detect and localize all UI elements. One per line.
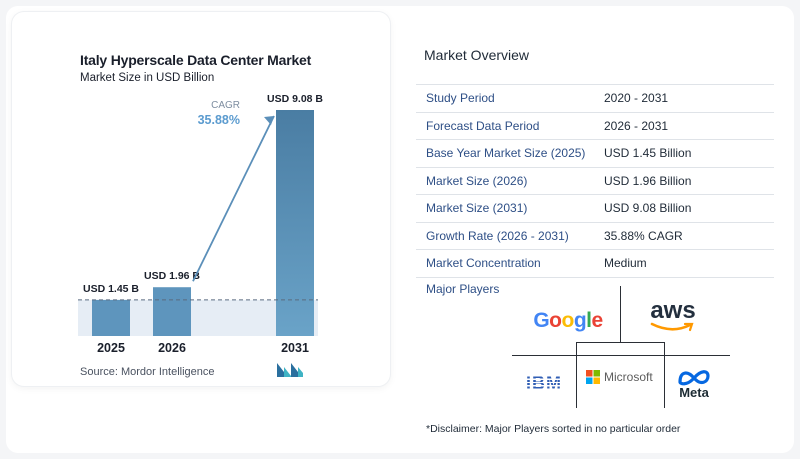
data-label: USD 1.96 B xyxy=(144,270,200,282)
overview-label: Base Year Market Size (2025) xyxy=(426,146,586,161)
bar-chart: USD 1.45 B USD 1.96 B USD 9.08 B 2025 2026 20… xyxy=(78,93,323,355)
overview-value: 35.88% CAGR xyxy=(604,228,683,243)
overview-label: Forecast Data Period xyxy=(426,118,540,133)
overview-label: Study Period xyxy=(426,91,495,106)
players-divider xyxy=(576,342,664,343)
overview-row: Market Size (2026) USD 1.96 Billion xyxy=(416,168,774,195)
ibm-logo: IBM xyxy=(512,371,576,395)
overview-row: Study Period 2020 - 2031 xyxy=(416,84,774,113)
disclaimer: *Disclaimer: Major Players sorted in no … xyxy=(426,423,681,435)
data-label: USD 1.45 B xyxy=(83,283,139,295)
players-divider xyxy=(620,286,621,342)
overview-row: Growth Rate (2026 - 2031) 35.88% CAGR xyxy=(416,223,774,250)
players-divider xyxy=(512,355,730,356)
overview-value: USD 1.96 Billion xyxy=(604,173,692,188)
overview-value: 2020 - 2031 xyxy=(604,91,669,106)
google-logo: Google xyxy=(520,306,616,336)
cagr-value: 35.88% xyxy=(198,113,240,127)
overview-value: USD 1.45 Billion xyxy=(604,146,692,161)
cagr-arrow-line xyxy=(192,115,275,282)
overview-title: Market Overview xyxy=(424,47,530,63)
data-label: USD 9.08 B xyxy=(267,93,323,105)
cagr-label: CAGR xyxy=(211,100,240,111)
category-label: 2025 xyxy=(97,341,125,355)
ibm-logo-text: IBM xyxy=(526,372,562,393)
overview-value: Medium xyxy=(604,256,647,271)
cagr-arrow-head xyxy=(264,116,274,125)
source-note: Source: Mordor Intelligence xyxy=(80,366,215,378)
overview-row: Forecast Data Period 2026 - 2031 xyxy=(416,113,774,140)
overview-row: Market Size (2031) USD 9.08 Billion xyxy=(416,195,774,223)
mordor-intelligence-logo-icon xyxy=(277,363,303,377)
bar-2031 xyxy=(276,110,314,336)
microsoft-windows-icon xyxy=(586,370,600,384)
meta-infinity-icon xyxy=(678,370,710,386)
overview-value: USD 9.08 Billion xyxy=(604,201,692,216)
players-divider xyxy=(664,342,665,408)
category-label: 2026 xyxy=(158,341,186,355)
meta-logo: Meta xyxy=(668,364,720,404)
microsoft-logo-text: Microsoft xyxy=(604,370,653,384)
major-players-title: Major Players xyxy=(426,282,500,296)
category-label: 2031 xyxy=(281,341,309,355)
overview-label: Market Size (2026) xyxy=(426,173,528,188)
bar-2025 xyxy=(92,299,130,336)
overview-row: Market Concentration Medium xyxy=(416,250,774,278)
microsoft-logo: Microsoft xyxy=(586,366,664,388)
meta-logo-text: Meta xyxy=(679,385,709,400)
overview-label: Growth Rate (2026 - 2031) xyxy=(426,228,569,243)
overview-label: Market Concentration xyxy=(426,256,541,271)
overview-value: 2026 - 2031 xyxy=(604,118,669,133)
players-divider xyxy=(576,342,577,408)
chart-subtitle: Market Size in USD Billion xyxy=(80,72,215,84)
overview-row: Base Year Market Size (2025) USD 1.45 Bil… xyxy=(416,140,774,168)
aws-logo: aws xyxy=(640,296,706,336)
overview-label: Market Size (2031) xyxy=(426,201,528,216)
google-logo-text: Google xyxy=(533,309,603,332)
overview-table: Study Period 2020 - 2031 Forecast Data Per… xyxy=(416,84,774,278)
bar-2026 xyxy=(153,287,191,336)
aws-smile-icon xyxy=(650,322,694,332)
chart-title: Italy Hyperscale Data Center Market xyxy=(80,52,312,68)
aws-logo-text: aws xyxy=(650,297,696,324)
